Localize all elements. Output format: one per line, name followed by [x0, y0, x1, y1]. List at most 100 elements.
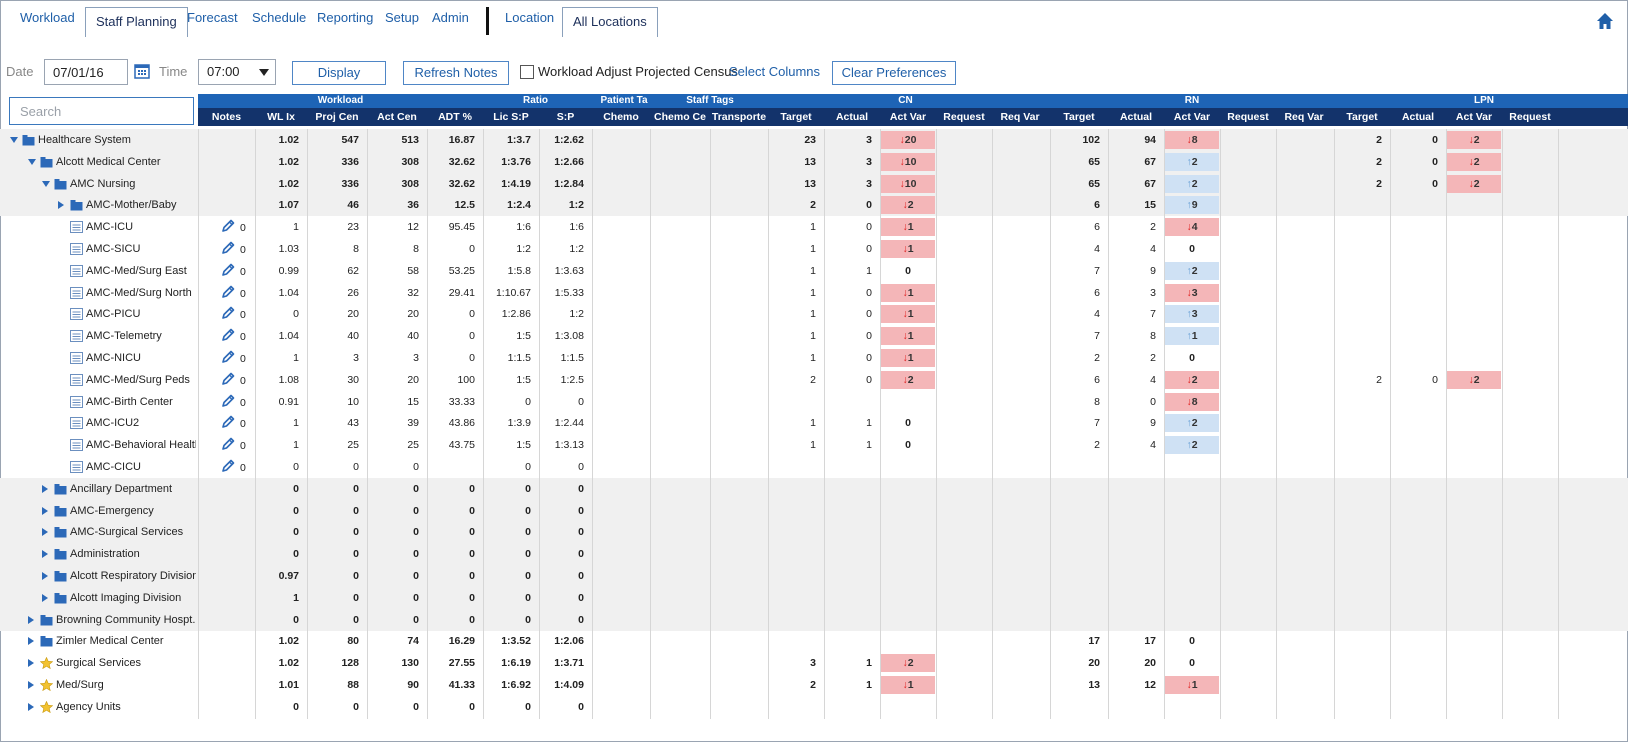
col-chemo-ce[interactable]: Chemo Ce	[654, 111, 706, 123]
row-name[interactable]: AMC-Behavioral Health	[86, 439, 196, 452]
tab-forecast[interactable]: Forecast	[187, 10, 238, 25]
table-row[interactable]: AMC-CICU 0 0 0 0 0 0	[0, 456, 1628, 478]
row-name[interactable]: Zimler Medical Center	[56, 635, 164, 648]
select-columns-link[interactable]: Select Columns	[729, 64, 821, 79]
table-row[interactable]: AMC Nursing 1.02 336 308 32.62 1:4.19 1:2.84 13…	[0, 172, 1628, 195]
notes-cell[interactable]: 0	[219, 456, 259, 478]
table-row[interactable]: Surgical Services 1.02 128 130 27.55 1:6.19 1:…	[0, 652, 1628, 674]
col-lpn-actual[interactable]: Actual	[1401, 111, 1435, 123]
row-name[interactable]: Med/Surg	[56, 679, 104, 691]
col-cn-target[interactable]: Target	[780, 111, 812, 123]
table-row[interactable]: Med/Surg 1.01 88 90 41.33 1:6.92 1:4.09 2 1 13 12 ↓…	[0, 674, 1628, 696]
expand-open-icon[interactable]	[10, 137, 18, 143]
row-name[interactable]: Surgical Services	[56, 657, 141, 670]
col-cn-req-var[interactable]: Req Var	[1000, 111, 1040, 123]
display-button[interactable]: Display	[292, 61, 386, 85]
home-icon[interactable]	[1596, 12, 1614, 30]
table-row[interactable]: Alcott Medical Center 1.02 336 308 32.62 1:3.…	[0, 150, 1628, 173]
col-rn-request[interactable]: Request	[1227, 111, 1269, 123]
refresh-notes-button[interactable]: Refresh Notes	[403, 61, 509, 85]
row-name[interactable]: AMC-ICU2	[86, 417, 140, 430]
pencil-icon[interactable]	[221, 459, 235, 473]
row-name[interactable]: AMC-Birth Center	[86, 395, 173, 408]
notes-cell[interactable]: 0	[219, 325, 259, 347]
notes-cell[interactable]: 0	[219, 391, 259, 413]
tab-workload[interactable]: Workload	[20, 10, 75, 25]
row-name[interactable]: Ancillary Department	[70, 482, 173, 495]
row-name[interactable]: AMC-Surgical Services	[70, 526, 184, 539]
notes-cell[interactable]: 0	[219, 434, 259, 456]
table-row[interactable]: AMC-Med/Surg North 0 1.04 26 32 29.41 1:10.67 1…	[0, 282, 1628, 304]
pencil-icon[interactable]	[221, 241, 235, 255]
col-sp[interactable]: S:P	[556, 111, 575, 123]
col-adt[interactable]: ADT %	[438, 111, 472, 123]
row-name[interactable]: Browning Community Hospt...	[56, 613, 196, 626]
col-proj-cen[interactable]: Proj Cen	[315, 111, 359, 123]
table-row[interactable]: AMC-NICU 0 1 3 3 0 1:1.5 1:1.5 1 0 2 2 ↓1 0	[0, 347, 1628, 369]
col-lpn-request[interactable]: Request	[1509, 111, 1551, 123]
expand-closed-icon[interactable]	[42, 572, 48, 580]
row-name[interactable]: AMC-ICU	[86, 221, 134, 234]
pencil-icon[interactable]	[221, 219, 235, 233]
row-name[interactable]: AMC-SICU	[86, 243, 141, 255]
table-row[interactable]: AMC-ICU2 0 1 43 39 43.86 1:3.9 1:2.44 1 1 7 9 0 ↑2	[0, 412, 1628, 434]
col-lpn-act-var[interactable]: Act Var	[1455, 111, 1493, 123]
col-transporte[interactable]: Transporte	[711, 111, 767, 123]
table-row[interactable]: AMC-Med/Surg East 0 0.99 62 58 53.25 1:5.8 1:3.…	[0, 260, 1628, 282]
expand-closed-icon[interactable]	[28, 615, 34, 624]
expand-closed-icon[interactable]	[28, 702, 34, 711]
table-row[interactable]: AMC-Med/Surg Peds 0 1.08 30 20 100 1:5 1:2.5 2 0 6…	[0, 369, 1628, 391]
col-rn-target[interactable]: Target	[1063, 111, 1095, 123]
table-row[interactable]: Alcott Imaging Division 1 0 0 0 0 0	[0, 586, 1628, 609]
notes-cell[interactable]: 0	[219, 238, 259, 260]
col-lpn-target[interactable]: Target	[1346, 111, 1378, 123]
row-name[interactable]: Alcott Respiratory Division	[70, 570, 196, 582]
pencil-icon[interactable]	[221, 306, 235, 320]
col-cn-request[interactable]: Request	[943, 111, 985, 123]
pencil-icon[interactable]	[221, 437, 235, 451]
table-row[interactable]: AMC-SICU 0 1.03 8 8 0 1:2 1:2 1 0 4 4 ↓1 0	[0, 238, 1628, 260]
col-chemo[interactable]: Chemo	[603, 111, 639, 123]
expand-closed-icon[interactable]	[28, 681, 34, 689]
col-rn-act-var[interactable]: Act Var	[1173, 111, 1211, 123]
table-row[interactable]: AMC-PICU 0 0 20 20 0 1:2.86 1:2 1 0 4 7 ↓1 ↑3	[0, 303, 1628, 325]
col-notes[interactable]: Notes	[211, 111, 242, 123]
table-row[interactable]: Administration 0 0 0 0 0 0	[0, 543, 1628, 566]
table-row[interactable]: AMC-Emergency 0 0 0 0 0 0	[0, 499, 1628, 522]
row-name[interactable]: AMC Nursing	[70, 177, 136, 190]
row-name[interactable]: Alcott Imaging Division	[70, 591, 182, 604]
table-row[interactable]: AMC-ICU 0 1 23 12 95.45 1:6 1:6 1 0 6 2 ↓1 ↓4	[0, 216, 1628, 238]
pencil-icon[interactable]	[221, 372, 235, 386]
row-name[interactable]: Administration	[70, 548, 140, 561]
row-name[interactable]: Alcott Medical Center	[56, 155, 161, 168]
tab-reporting[interactable]: Reporting	[317, 10, 374, 25]
notes-cell[interactable]: 0	[219, 260, 259, 282]
table-row[interactable]: AMC-Behavioral Health 0 1 25 25 43.75 1:5 1:3.1…	[0, 434, 1628, 456]
expand-closed-icon[interactable]	[58, 201, 64, 210]
expand-open-icon[interactable]	[28, 158, 36, 165]
table-row[interactable]: Alcott Respiratory Division 0.97 0 0 0 0 0	[0, 565, 1628, 587]
row-name[interactable]: AMC-Med/Surg Peds	[86, 373, 190, 386]
notes-cell[interactable]: 0	[219, 347, 259, 369]
workload-adjust-checkbox[interactable]	[520, 65, 534, 79]
row-name[interactable]: AMC-NICU	[86, 352, 141, 364]
notes-cell[interactable]: 0	[219, 369, 259, 391]
table-row[interactable]: AMC-Birth Center 0 0.91 10 15 33.33 0 0 8 0 ↓8	[0, 391, 1628, 413]
pencil-icon[interactable]	[221, 285, 235, 299]
table-row[interactable]: Browning Community Hospt... 0 0 0 0 0 0	[0, 608, 1628, 631]
time-select[interactable]: 07:00	[198, 59, 276, 85]
expand-closed-icon[interactable]	[42, 593, 48, 602]
expand-closed-icon[interactable]	[42, 528, 48, 537]
table-row[interactable]: AMC-Telemetry 0 1.04 40 40 0 1:5 1:3.08 1 0 7 8 ↓1 ↑1	[0, 325, 1628, 347]
pencil-icon[interactable]	[221, 415, 235, 429]
notes-cell[interactable]: 0	[219, 216, 259, 238]
col-cn-actual[interactable]: Actual	[835, 111, 869, 123]
col-lic-sp[interactable]: Lic S:P	[493, 111, 529, 123]
pencil-icon[interactable]	[221, 263, 235, 277]
table-row[interactable]: Healthcare System 1.02 547 513 16.87 1:3.7 1:2…	[0, 129, 1628, 151]
row-name[interactable]: AMC-Mother/Baby	[86, 199, 177, 212]
pencil-icon[interactable]	[221, 394, 235, 408]
notes-cell[interactable]: 0	[219, 282, 259, 304]
pencil-icon[interactable]	[221, 350, 235, 364]
expand-closed-icon[interactable]	[42, 550, 48, 559]
